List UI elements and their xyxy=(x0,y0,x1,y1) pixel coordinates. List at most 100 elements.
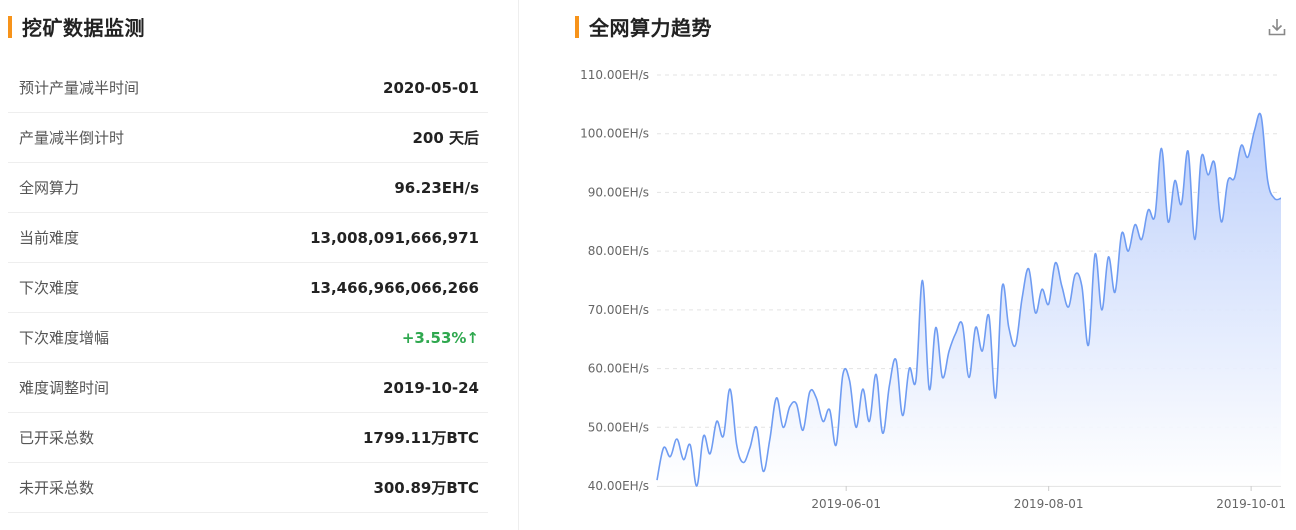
data-point[interactable] xyxy=(1171,177,1179,185)
data-point[interactable] xyxy=(905,365,913,373)
data-point[interactable] xyxy=(1138,235,1146,243)
data-point[interactable] xyxy=(733,441,741,449)
data-point[interactable] xyxy=(965,373,973,381)
data-point[interactable] xyxy=(952,329,960,337)
stat-row-halving-date: 预计产量减半时间 2020-05-01 xyxy=(8,63,488,113)
data-point[interactable] xyxy=(1197,153,1205,161)
data-point[interactable] xyxy=(932,324,940,332)
data-point[interactable] xyxy=(779,423,787,431)
data-point[interactable] xyxy=(773,394,781,402)
stat-value: 96.23EH/s xyxy=(394,178,479,197)
data-point[interactable] xyxy=(1005,324,1013,332)
data-point[interactable] xyxy=(912,376,920,384)
data-point[interactable] xyxy=(985,312,993,320)
data-point[interactable] xyxy=(739,459,747,467)
data-point[interactable] xyxy=(972,324,980,332)
data-point[interactable] xyxy=(958,321,966,329)
data-point[interactable] xyxy=(1184,147,1192,155)
data-point[interactable] xyxy=(846,376,854,384)
data-point[interactable] xyxy=(1217,218,1225,226)
data-point[interactable] xyxy=(865,417,873,425)
data-point[interactable] xyxy=(799,426,807,434)
data-point[interactable] xyxy=(766,435,774,443)
data-point[interactable] xyxy=(806,388,814,396)
data-point[interactable] xyxy=(872,370,880,378)
data-point[interactable] xyxy=(925,385,933,393)
data-point[interactable] xyxy=(1231,174,1239,182)
data-point[interactable] xyxy=(1038,285,1046,293)
data-point[interactable] xyxy=(1065,303,1073,311)
data-point[interactable] xyxy=(1211,159,1219,167)
data-point[interactable] xyxy=(992,394,1000,402)
data-point[interactable] xyxy=(852,423,860,431)
data-point[interactable] xyxy=(792,400,800,408)
data-point[interactable] xyxy=(726,385,734,393)
data-point[interactable] xyxy=(1191,235,1199,243)
data-point[interactable] xyxy=(812,394,820,402)
data-point[interactable] xyxy=(1131,221,1139,229)
data-point[interactable] xyxy=(700,432,708,440)
data-point[interactable] xyxy=(1104,253,1112,261)
data-point[interactable] xyxy=(1244,153,1252,161)
data-point[interactable] xyxy=(1124,247,1132,255)
data-point[interactable] xyxy=(938,373,946,381)
data-point[interactable] xyxy=(892,356,900,364)
data-point[interactable] xyxy=(1078,282,1086,290)
data-point[interactable] xyxy=(1177,200,1185,208)
data-point[interactable] xyxy=(998,282,1006,290)
data-point[interactable] xyxy=(839,370,847,378)
y-tick-label: 90.00EH/s xyxy=(588,185,649,199)
data-point[interactable] xyxy=(713,417,721,425)
data-point[interactable] xyxy=(819,417,827,425)
stat-value: 300.89万BTC xyxy=(373,479,479,497)
data-point[interactable] xyxy=(978,347,986,355)
data-point[interactable] xyxy=(1058,282,1066,290)
data-point[interactable] xyxy=(693,482,701,490)
data-point[interactable] xyxy=(680,456,688,464)
data-point[interactable] xyxy=(899,412,907,420)
data-point[interactable] xyxy=(1204,171,1212,179)
data-point[interactable] xyxy=(1237,142,1245,150)
data-point[interactable] xyxy=(666,453,674,461)
data-point[interactable] xyxy=(1158,144,1166,152)
data-point[interactable] xyxy=(1071,271,1079,279)
data-point[interactable] xyxy=(1164,218,1172,226)
data-point[interactable] xyxy=(673,435,681,443)
data-point[interactable] xyxy=(1085,341,1093,349)
data-point[interactable] xyxy=(1051,259,1059,267)
data-point[interactable] xyxy=(1264,177,1272,185)
data-point[interactable] xyxy=(832,441,840,449)
data-point[interactable] xyxy=(826,406,834,414)
data-point[interactable] xyxy=(746,444,754,452)
data-point[interactable] xyxy=(1250,127,1258,135)
data-point[interactable] xyxy=(753,423,761,431)
data-point[interactable] xyxy=(660,444,668,452)
data-point[interactable] xyxy=(719,432,727,440)
data-point[interactable] xyxy=(1045,300,1053,308)
data-point[interactable] xyxy=(1118,230,1126,238)
data-point[interactable] xyxy=(1018,294,1026,302)
data-point[interactable] xyxy=(945,347,953,355)
x-tick-label: 2019-08-01 xyxy=(1014,497,1084,511)
data-point[interactable] xyxy=(1025,265,1033,273)
data-point[interactable] xyxy=(1012,341,1020,349)
download-icon[interactable] xyxy=(1266,16,1288,38)
data-point[interactable] xyxy=(1031,309,1039,317)
data-point[interactable] xyxy=(706,450,714,458)
data-point[interactable] xyxy=(919,277,927,285)
data-point[interactable] xyxy=(1257,112,1265,120)
data-point[interactable] xyxy=(1091,250,1099,258)
data-point[interactable] xyxy=(1151,212,1159,220)
data-point[interactable] xyxy=(859,385,867,393)
data-point[interactable] xyxy=(885,382,893,390)
data-point[interactable] xyxy=(879,429,887,437)
data-point[interactable] xyxy=(1144,206,1152,214)
stat-row-current-difficulty: 当前难度 13,008,091,666,971 xyxy=(8,213,488,263)
data-point[interactable] xyxy=(1111,288,1119,296)
data-point[interactable] xyxy=(686,441,694,449)
data-point[interactable] xyxy=(653,476,661,484)
data-point[interactable] xyxy=(1277,194,1285,202)
data-point[interactable] xyxy=(1098,306,1106,314)
chart-x-axis: 2019-06-01 2019-08-01 2019-10-01 xyxy=(811,486,1286,511)
data-point[interactable] xyxy=(759,467,767,475)
